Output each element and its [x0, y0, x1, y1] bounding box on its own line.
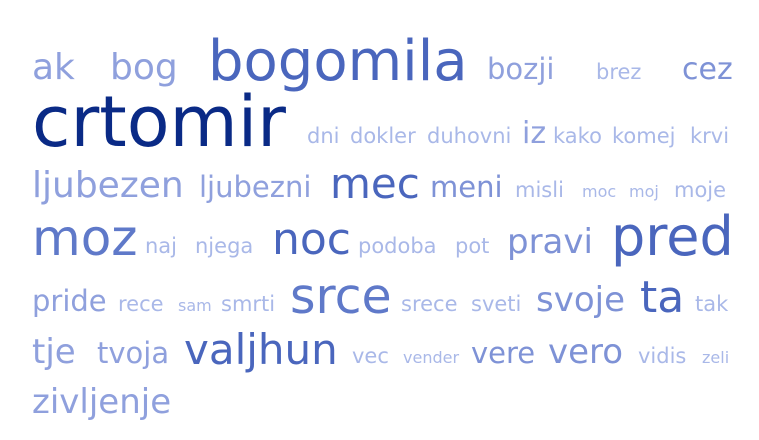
word-meni[interactable]: meni	[430, 170, 503, 204]
word-vidis[interactable]: vidis	[638, 344, 687, 368]
word-komej[interactable]: komej	[612, 124, 676, 148]
word-vero[interactable]: vero	[548, 332, 624, 372]
word-valjhun[interactable]: valjhun	[184, 325, 338, 374]
word-srce[interactable]: srce	[290, 268, 392, 325]
word-ak[interactable]: ak	[32, 47, 75, 88]
word-bozji[interactable]: bozji	[487, 52, 555, 86]
word-kako[interactable]: kako	[553, 124, 602, 148]
word-ljubezni[interactable]: ljubezni	[199, 170, 312, 204]
word-pot[interactable]: pot	[455, 234, 490, 258]
word-vender[interactable]: vender	[403, 348, 460, 367]
word-iz[interactable]: iz	[522, 116, 547, 151]
word-moz[interactable]: moz	[32, 209, 138, 267]
word-dokler[interactable]: dokler	[350, 124, 416, 148]
word-podoba[interactable]: podoba	[358, 234, 437, 258]
word-zeli[interactable]: zeli	[702, 348, 730, 367]
word-pravi[interactable]: pravi	[507, 222, 593, 262]
word-pred[interactable]: pred	[611, 205, 734, 268]
word-naj[interactable]: naj	[145, 234, 178, 258]
word-svoje[interactable]: svoje	[536, 280, 626, 320]
word-zivljenje[interactable]: zivljenje	[32, 382, 172, 422]
word-misli[interactable]: misli	[515, 178, 564, 202]
word-pride[interactable]: pride	[32, 284, 107, 318]
word-ta[interactable]: ta	[640, 272, 685, 323]
word-krvi[interactable]: krvi	[690, 124, 730, 148]
word-vec[interactable]: vec	[352, 344, 389, 368]
word-moj[interactable]: moj	[629, 182, 659, 201]
word-tak[interactable]: tak	[695, 292, 729, 316]
word-smrti[interactable]: smrti	[221, 292, 276, 316]
word-duhovni[interactable]: duhovni	[427, 124, 512, 148]
word-crtomir[interactable]: crtomir	[32, 81, 286, 163]
word-srece[interactable]: srece	[401, 292, 458, 316]
word-mec[interactable]: mec	[330, 159, 420, 208]
word-njega[interactable]: njega	[195, 234, 254, 258]
word-bog[interactable]: bog	[110, 47, 178, 88]
word-moje[interactable]: moje	[674, 178, 727, 202]
word-noc[interactable]: noc	[272, 214, 351, 265]
word-brez[interactable]: brez	[596, 60, 642, 84]
word-ljubezen[interactable]: ljubezen	[32, 165, 184, 206]
word-bogomila[interactable]: bogomila	[208, 29, 468, 94]
word-cez[interactable]: cez	[682, 52, 733, 87]
word-tvoja[interactable]: tvoja	[97, 336, 170, 370]
word-tje[interactable]: tje	[32, 332, 76, 372]
word-rece[interactable]: rece	[118, 292, 164, 316]
word-sam[interactable]: sam	[178, 296, 212, 315]
word-sveti[interactable]: sveti	[471, 292, 522, 316]
word-moc[interactable]: moc	[582, 182, 617, 201]
word-vere[interactable]: vere	[471, 336, 536, 370]
word-dni[interactable]: dni	[307, 124, 340, 148]
